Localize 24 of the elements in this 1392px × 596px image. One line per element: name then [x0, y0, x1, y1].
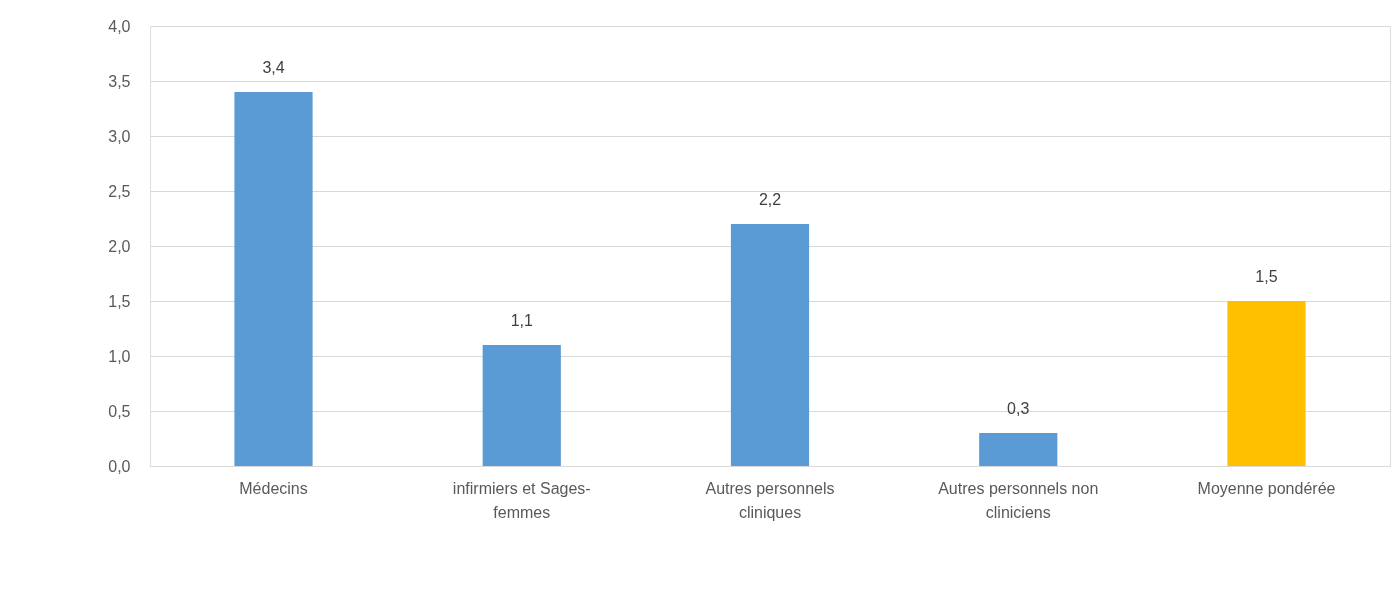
y-tick-label: 0,5: [108, 402, 131, 420]
y-tick-label: 1,5: [108, 292, 131, 310]
y-tick-label: 3,0: [108, 127, 131, 145]
y-tick-label: 0,0: [108, 457, 131, 475]
x-tick-label: Moyenne pondérée: [1197, 479, 1336, 497]
bar: [979, 433, 1058, 466]
x-tick-label: infirmiers et Sages-femmes: [452, 479, 591, 521]
data-label: 2,2: [758, 191, 782, 208]
y-tick-label: 2,0: [108, 237, 131, 255]
x-tick-label: Autres personnels cliniques: [705, 479, 835, 521]
data-label: 0,3: [1007, 400, 1030, 417]
data-label: 1,1: [510, 312, 533, 329]
y-tick-label: 2,5: [108, 182, 131, 200]
y-tick-label: 4,0: [108, 17, 131, 35]
bar: [730, 224, 810, 466]
x-tick-label: Médecins: [239, 479, 308, 497]
bar: [482, 345, 561, 466]
y-tick-label: 1,0: [108, 347, 131, 365]
bar: [1227, 301, 1306, 466]
bar: [234, 92, 313, 466]
data-label: 3,4: [262, 59, 285, 76]
data-label: 1,5: [1255, 268, 1278, 285]
x-tick-label: Autres personnels non cliniciens: [938, 479, 1099, 521]
y-tick-label: 3,5: [108, 72, 131, 90]
